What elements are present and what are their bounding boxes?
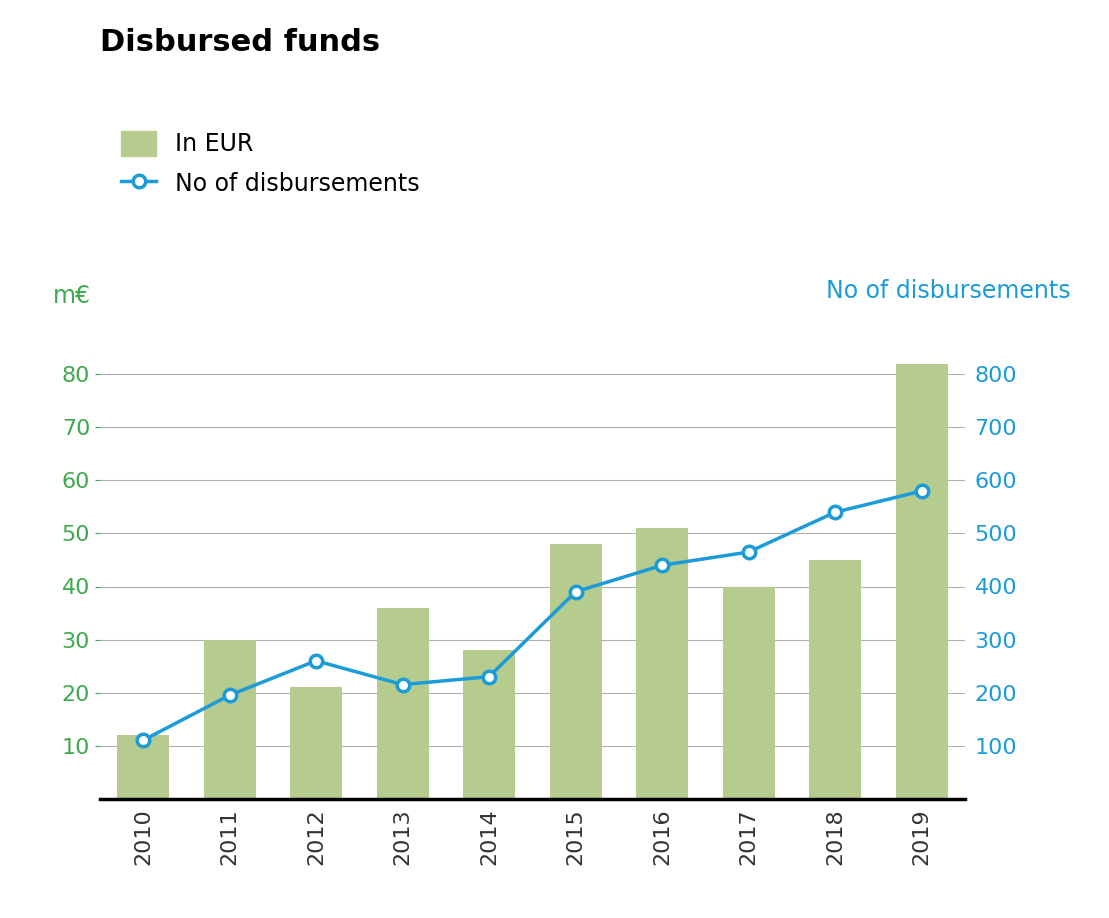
Bar xyxy=(204,640,255,799)
Bar xyxy=(723,587,774,799)
Bar xyxy=(291,688,342,799)
Bar xyxy=(550,544,601,799)
Bar xyxy=(810,560,861,799)
Bar xyxy=(377,608,428,799)
Legend: In EUR, No of disbursements: In EUR, No of disbursements xyxy=(112,122,429,205)
Bar xyxy=(464,650,515,799)
Bar xyxy=(896,364,947,799)
Text: No of disbursements: No of disbursements xyxy=(825,279,1070,303)
Text: Disbursed funds: Disbursed funds xyxy=(100,28,380,57)
Bar xyxy=(637,528,688,799)
Text: m€: m€ xyxy=(53,284,91,308)
Bar xyxy=(118,735,169,799)
